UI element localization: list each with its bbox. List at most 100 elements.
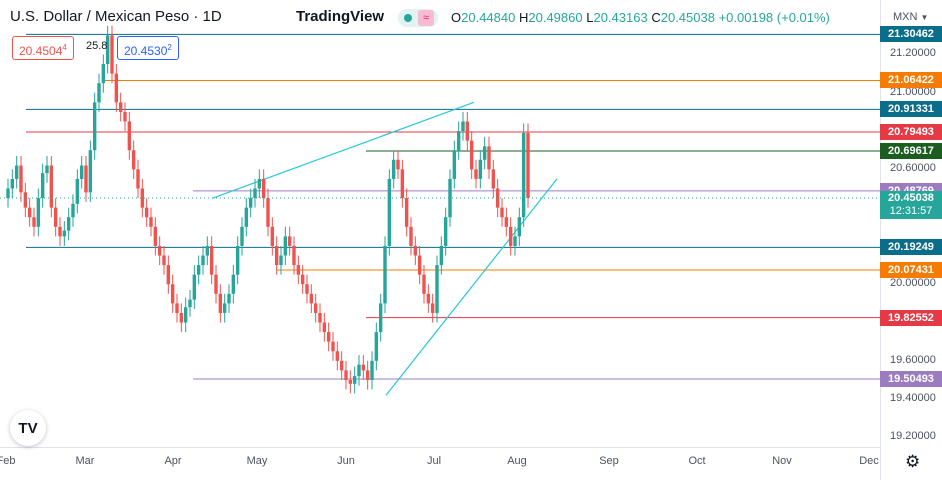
candle-body	[32, 217, 36, 227]
candle-body	[79, 165, 84, 179]
level-tag-20.69617: 20.69617	[880, 142, 942, 159]
spread-label: 25.8	[86, 40, 108, 52]
level-tag-19.50493: 19.50493	[880, 371, 942, 388]
candle-body	[417, 255, 422, 275]
candle-body	[439, 245, 444, 266]
candle-body	[478, 159, 483, 179]
x-tick-label: Feb	[0, 455, 16, 467]
candle-body	[170, 284, 175, 304]
candle-body	[491, 169, 496, 189]
candle-body	[257, 178, 262, 189]
candle-body	[452, 150, 457, 179]
candle-body	[192, 274, 197, 300]
level-tag-21.06422: 21.06422	[880, 72, 942, 89]
candle-body	[526, 132, 530, 199]
candle-body	[274, 245, 279, 266]
candle-body	[331, 341, 335, 352]
candle-body	[10, 178, 15, 189]
candle-body	[322, 322, 327, 333]
candle-body	[123, 111, 127, 122]
x-tick-label: Dec	[859, 455, 879, 467]
candle-body	[231, 274, 236, 294]
candle-body	[144, 207, 149, 218]
candle-body	[404, 198, 409, 227]
candle-body	[205, 245, 210, 256]
level-tag-20.07431: 20.07431	[880, 262, 942, 278]
candle-body	[426, 293, 431, 304]
candle-body	[235, 245, 240, 275]
candle-body	[461, 121, 465, 132]
trendline-lower-channel	[385, 178, 558, 396]
candle-body	[183, 307, 188, 323]
candle-body	[365, 370, 370, 380]
candle-body	[508, 226, 513, 246]
symbol-title[interactable]: U.S. Dollar / Mexican Peso · 1D	[10, 8, 222, 25]
candle-body	[222, 303, 227, 313]
candle-body	[266, 198, 270, 227]
sell-price-box[interactable]: 20.45044	[12, 36, 74, 60]
candle-body	[240, 226, 244, 246]
y-tick-label: 21.20000	[890, 47, 936, 60]
candle-body	[19, 165, 23, 193]
candle-body	[521, 132, 526, 218]
candle-body	[292, 245, 296, 266]
currency-selector[interactable]: MXN ▼	[893, 11, 929, 23]
candle-body	[348, 379, 353, 384]
candle-body	[495, 188, 500, 208]
candle-body	[131, 150, 136, 170]
candle-body	[105, 35, 110, 65]
candle-body	[391, 159, 396, 179]
candle-body	[422, 274, 426, 294]
candle-body	[487, 146, 491, 170]
y-tick-label: 21.00000	[890, 85, 936, 98]
x-tick-label: Jul	[426, 455, 442, 467]
candle-body	[218, 293, 223, 313]
candle-body	[110, 35, 114, 74]
level-tag-19.82552: 19.82552	[880, 309, 942, 326]
candle-body	[357, 364, 361, 377]
x-tick-label: Apr	[164, 455, 182, 467]
candle-body	[400, 169, 405, 199]
candle-body	[40, 173, 45, 199]
candle-body	[430, 303, 435, 313]
candle-body	[97, 83, 101, 103]
candle-body	[443, 217, 448, 246]
candle-body	[92, 102, 97, 151]
candle-body	[482, 146, 487, 160]
candle-body	[344, 370, 348, 380]
candlesticks	[6, 25, 530, 394]
candle-body	[188, 299, 192, 308]
level-tag-20.91331: 20.91331	[880, 101, 942, 118]
x-tick-label: Sep	[599, 455, 619, 467]
x-tick-label: Mar	[75, 455, 95, 467]
candle-body	[261, 178, 266, 199]
x-tick-label: Aug	[507, 455, 527, 467]
candle-body	[517, 217, 522, 237]
candle-body	[201, 255, 205, 266]
candle-body	[157, 245, 162, 256]
candle-body	[339, 360, 344, 371]
wave-icon: ≈	[418, 10, 434, 26]
settings-gear-icon[interactable]: ⚙	[905, 452, 921, 471]
tradingview-logo-icon[interactable]: TV	[10, 410, 46, 446]
candle-body	[253, 188, 257, 199]
candle-body	[88, 150, 93, 193]
candle-body	[36, 198, 41, 227]
market-status-badge[interactable]: ≈	[398, 9, 438, 27]
candle-body	[465, 121, 470, 141]
x-tick-label: Jun	[337, 455, 355, 467]
candle-body	[287, 236, 292, 246]
candle-body	[283, 236, 288, 256]
level-tag-21.30462: 21.30462	[880, 26, 942, 43]
x-tick-label: May	[246, 455, 268, 467]
buy-price-box[interactable]: 20.45302	[117, 36, 179, 60]
candle-body	[162, 255, 166, 266]
candle-body	[214, 274, 218, 294]
candle-body	[326, 332, 331, 342]
candle-body	[244, 207, 249, 227]
candle-body	[448, 178, 452, 218]
candle-body	[166, 265, 171, 285]
candle-body	[361, 364, 366, 371]
candle-body	[66, 217, 71, 231]
